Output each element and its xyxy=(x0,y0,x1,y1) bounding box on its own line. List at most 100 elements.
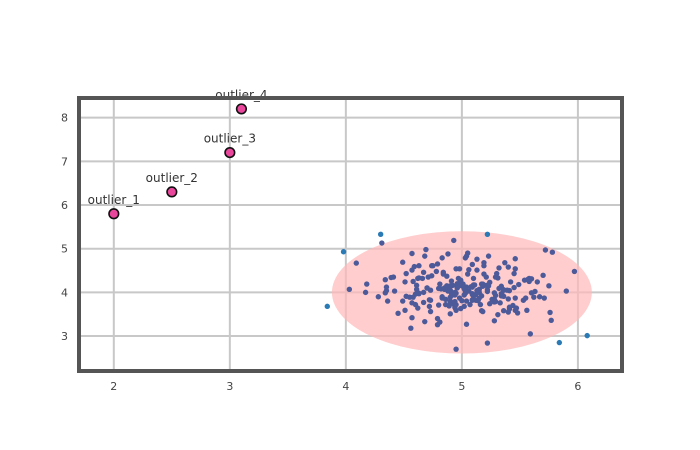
outlier-label: outlier_3 xyxy=(204,132,256,146)
cluster-point xyxy=(409,250,415,257)
cluster-point xyxy=(512,295,518,301)
outlier-points xyxy=(108,103,248,220)
cluster-point xyxy=(451,237,457,244)
cluster-point xyxy=(469,261,476,268)
cluster-point xyxy=(542,247,549,253)
cluster-point xyxy=(435,302,442,308)
cluster-point xyxy=(480,281,486,287)
cluster-point xyxy=(447,298,453,304)
cluster-point xyxy=(478,308,485,314)
cluster-point xyxy=(481,263,487,269)
cluster-point xyxy=(512,266,518,272)
cluster-point xyxy=(439,294,445,300)
cluster-point xyxy=(400,298,406,304)
x-tick-label: 4 xyxy=(342,380,349,393)
fringe-points xyxy=(324,231,590,346)
cluster-point xyxy=(447,287,453,293)
cluster-point xyxy=(445,251,451,257)
cluster-point xyxy=(452,289,458,296)
y-axis-ticks: 3 4 5 6 7 8 xyxy=(61,112,68,343)
cluster-point xyxy=(423,246,429,253)
cluster-region xyxy=(331,231,592,354)
x-tick-label: 3 xyxy=(226,380,233,393)
cluster-point xyxy=(353,260,360,266)
cluster-point xyxy=(491,290,498,296)
cluster-point xyxy=(442,301,449,308)
x-tick-label: 6 xyxy=(574,380,581,393)
cluster-point xyxy=(427,308,434,315)
cluster-point xyxy=(504,287,510,293)
cluster-point xyxy=(516,281,522,288)
outlier-point xyxy=(235,103,248,115)
cluster-point xyxy=(462,285,469,292)
cluster-point xyxy=(437,281,443,287)
y-tick-label: 5 xyxy=(61,243,68,256)
cluster-point xyxy=(492,274,499,280)
cluster-point xyxy=(464,250,471,256)
cluster-point xyxy=(498,290,505,297)
cluster-point xyxy=(456,266,463,272)
cluster-point xyxy=(426,303,433,310)
y-tick-label: 4 xyxy=(61,286,68,299)
cluster-point xyxy=(495,311,501,318)
cluster-point xyxy=(402,279,408,285)
cluster-point xyxy=(362,289,369,296)
x-axis-ticks: 2 3 4 5 6 xyxy=(110,380,581,393)
cluster-point xyxy=(455,275,462,282)
cluster-point xyxy=(507,279,514,285)
cluster-point xyxy=(409,315,415,321)
cluster-point xyxy=(454,280,460,287)
grid-lines xyxy=(79,98,622,371)
cluster-point xyxy=(467,301,473,308)
cluster-point xyxy=(511,270,517,277)
y-tick-label: 8 xyxy=(61,112,68,125)
cluster-point xyxy=(477,301,484,308)
cluster-point xyxy=(434,321,441,328)
cluster-point xyxy=(434,315,441,322)
cluster-point xyxy=(563,288,570,294)
cluster-point xyxy=(413,286,420,293)
cluster-point xyxy=(522,295,529,301)
cluster-point xyxy=(483,274,489,280)
cluster-ellipse xyxy=(331,231,592,354)
cluster-point xyxy=(403,270,409,277)
cluster-point xyxy=(500,308,507,314)
cluster-point xyxy=(510,302,516,309)
cluster-point xyxy=(463,298,470,304)
cluster-point xyxy=(448,278,455,284)
cluster-point xyxy=(403,293,409,300)
cluster-point xyxy=(411,263,418,270)
cluster-point xyxy=(412,301,419,308)
cluster-point xyxy=(456,295,463,301)
cluster-point xyxy=(346,286,353,293)
cluster-point xyxy=(402,307,408,313)
cluster-point xyxy=(505,296,511,302)
cluster-point xyxy=(485,253,492,259)
cluster-point xyxy=(429,273,435,279)
cluster-point xyxy=(452,304,458,311)
cluster-point xyxy=(531,294,537,300)
cluster-point xyxy=(382,290,389,296)
cluster-point xyxy=(364,281,370,287)
fringe-point xyxy=(584,332,590,339)
cluster-point xyxy=(536,294,543,300)
cluster-point xyxy=(470,275,477,282)
cluster-point xyxy=(440,269,447,275)
cluster-point xyxy=(549,249,556,255)
cluster-point xyxy=(408,325,414,331)
cluster-point xyxy=(485,283,492,289)
cluster-point xyxy=(497,300,503,306)
cluster-point xyxy=(400,259,406,265)
outlier-point xyxy=(166,186,178,198)
cluster-point xyxy=(395,310,401,317)
cluster-point xyxy=(526,277,532,284)
outlier-point xyxy=(224,147,236,159)
cluster-point xyxy=(484,340,491,346)
x-tick-label: 2 xyxy=(110,380,117,393)
cluster-point xyxy=(466,266,472,273)
cluster-point xyxy=(461,303,467,310)
cluster-point xyxy=(511,284,517,291)
cluster-point xyxy=(426,297,433,303)
cluster-point xyxy=(463,321,470,327)
